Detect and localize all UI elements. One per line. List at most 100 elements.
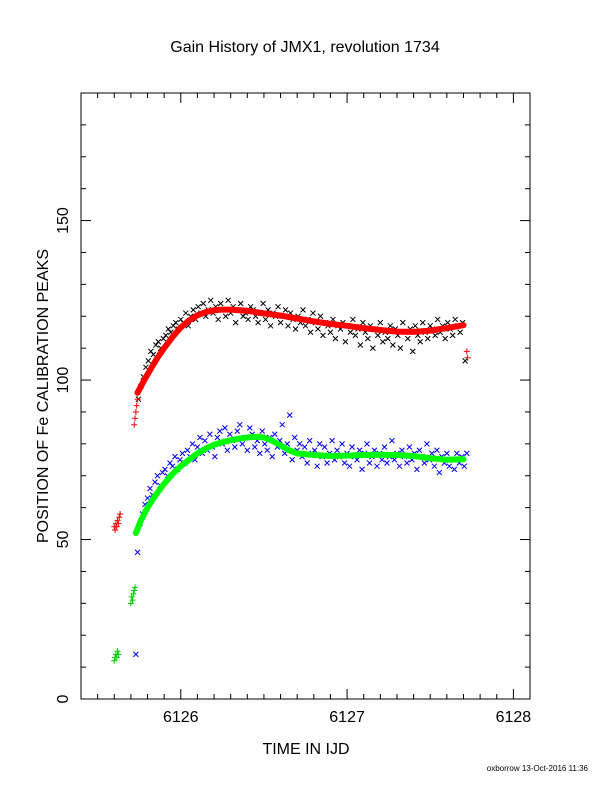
data-point (327, 329, 334, 336)
data-point (300, 307, 306, 313)
data-point (117, 511, 124, 518)
data-point (217, 428, 223, 434)
data-point (296, 440, 303, 447)
data-point (434, 316, 441, 323)
data-point (147, 485, 153, 492)
data-point (182, 310, 189, 316)
data-point (289, 456, 296, 463)
data-point (339, 440, 345, 447)
data-point (320, 332, 326, 339)
data-point (421, 460, 428, 466)
data-point (114, 648, 121, 655)
data-point (260, 300, 266, 307)
data-point (200, 300, 207, 307)
data-point (451, 466, 458, 473)
data-point (154, 472, 161, 479)
data-point (414, 466, 420, 473)
data-point (226, 431, 233, 438)
data-point (463, 348, 470, 355)
data-point (282, 307, 289, 313)
x-tick-label: 6126 (163, 709, 199, 726)
data-point (269, 453, 276, 460)
data-point (324, 460, 330, 466)
x-axis-label: TIME IN IJD (262, 741, 349, 758)
data-point (409, 348, 416, 355)
data-point (259, 428, 266, 434)
fit-curve (132, 433, 467, 537)
data-point (360, 319, 366, 326)
y-tick-label: 150 (55, 207, 72, 234)
data-point (169, 463, 176, 470)
data-point (364, 440, 370, 447)
data-point (463, 450, 470, 457)
data-point (377, 319, 384, 326)
y-tick-label: 50 (55, 531, 72, 549)
data-point (279, 421, 286, 428)
data-point (194, 444, 201, 450)
data-point (397, 345, 404, 352)
data-point (404, 460, 410, 466)
plot-frame (80, 92, 531, 700)
data-point (461, 463, 468, 470)
series-2 (134, 306, 467, 396)
data-point (116, 514, 123, 521)
data-point (462, 358, 468, 364)
data-point (261, 440, 268, 447)
data-point (133, 402, 140, 409)
data-point (412, 322, 419, 329)
data-point (267, 322, 274, 329)
data-point (366, 460, 373, 466)
data-point (419, 319, 426, 326)
data-point (374, 332, 381, 339)
data-point (396, 463, 403, 470)
data-point (379, 338, 386, 345)
data-point (264, 447, 271, 454)
footer-credit: oxborrow 13-Oct-2016 11:36 (487, 764, 589, 773)
data-point (389, 342, 396, 348)
data-point (310, 310, 316, 316)
data-point (347, 329, 354, 336)
data-point (285, 322, 291, 329)
data-point (416, 447, 423, 454)
data-point (212, 453, 218, 460)
data-point (399, 319, 406, 326)
data-point (357, 342, 364, 348)
data-point (317, 313, 324, 320)
data-point (286, 412, 293, 418)
data-point (432, 332, 439, 339)
data-point (381, 444, 388, 450)
data-point (232, 319, 239, 326)
data-point (127, 600, 134, 607)
data-point (255, 319, 261, 326)
chart-title: Gain History of JMX1, revolution 1734 (170, 39, 440, 56)
data-point (239, 440, 246, 447)
data-point (314, 463, 320, 470)
data-point (384, 460, 390, 466)
data-point (306, 437, 313, 444)
data-point (214, 434, 221, 441)
data-point (424, 440, 430, 447)
data-point (202, 437, 208, 444)
data-point (155, 338, 162, 345)
data-point (115, 520, 122, 527)
data-point (452, 316, 459, 323)
data-point (131, 587, 138, 594)
data-point (399, 447, 405, 454)
data-point (329, 437, 335, 444)
data-point (321, 444, 328, 450)
data-point (341, 460, 348, 466)
data-point (271, 431, 278, 438)
data-point (391, 456, 398, 463)
data-point (304, 460, 311, 466)
series-4 (111, 584, 139, 664)
data-point (129, 597, 136, 604)
data-point (389, 437, 395, 444)
data-point (311, 447, 318, 454)
data-point (443, 450, 450, 457)
data-point (222, 313, 229, 320)
data-point (350, 316, 356, 323)
data-point (145, 358, 152, 364)
data-point (436, 469, 443, 476)
data-point (224, 447, 231, 454)
data-point (215, 316, 222, 323)
